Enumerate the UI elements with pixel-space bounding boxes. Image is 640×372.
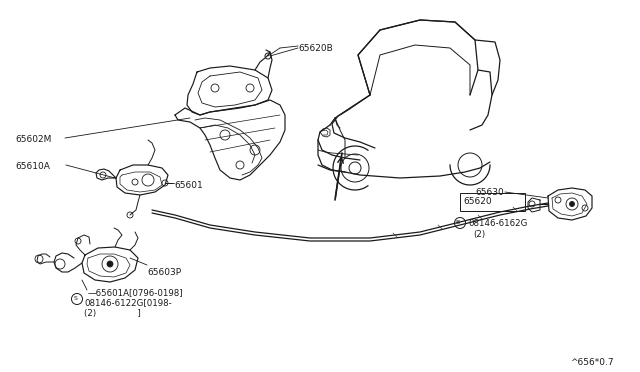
Text: 65601: 65601 [174,181,203,190]
Circle shape [107,261,113,267]
Circle shape [570,202,575,206]
Text: S: S [74,296,78,301]
Text: ^656*0.7: ^656*0.7 [570,358,614,367]
Text: (2)               ]: (2) ] [84,309,141,318]
Text: (2): (2) [473,230,485,239]
Text: 65603P: 65603P [147,268,181,277]
Text: 65610A: 65610A [15,162,50,171]
Text: 65620B: 65620B [298,44,333,53]
Text: 08146-6122G[0198-: 08146-6122G[0198- [84,298,172,307]
Text: 65620: 65620 [463,197,492,206]
Text: 65630: 65630 [475,188,504,197]
Text: B: B [455,220,460,225]
Text: 08146-6162G: 08146-6162G [468,219,527,228]
Text: —65601A[0796-0198]: —65601A[0796-0198] [88,288,184,297]
Text: 65602M: 65602M [15,135,51,144]
